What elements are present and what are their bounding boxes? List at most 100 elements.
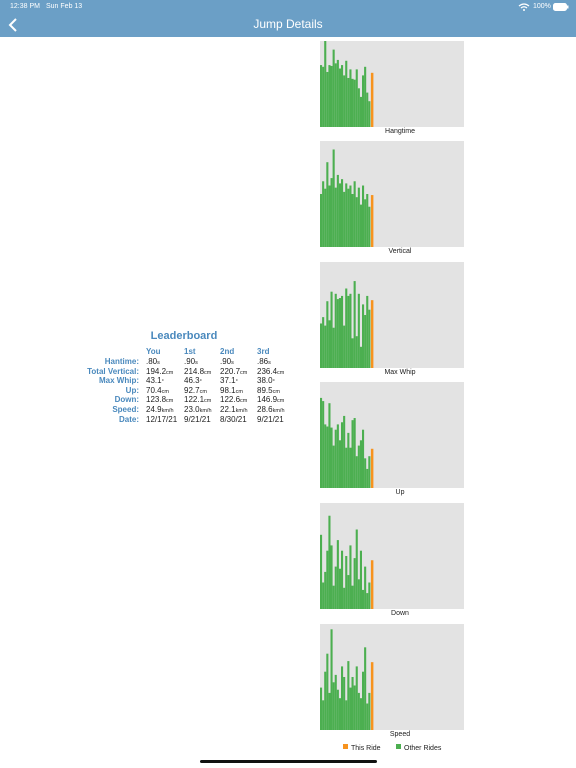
unit: cm bbox=[199, 388, 207, 395]
value: 12/17/21 bbox=[146, 414, 178, 424]
unit: cm bbox=[240, 398, 248, 405]
cell: 28.6km/h bbox=[257, 405, 285, 414]
this-ride-bar bbox=[370, 72, 374, 127]
cell: 122.6cm bbox=[220, 395, 247, 404]
value: 123.8 bbox=[146, 395, 167, 405]
bar bbox=[343, 75, 346, 127]
bar bbox=[347, 188, 350, 247]
bar bbox=[326, 550, 329, 609]
bar bbox=[330, 427, 333, 488]
bar bbox=[328, 320, 331, 368]
column-header: 3rd bbox=[257, 347, 270, 356]
bar bbox=[320, 65, 323, 127]
bar bbox=[336, 299, 339, 368]
unit: s bbox=[157, 360, 160, 366]
bar bbox=[368, 101, 371, 127]
bar bbox=[355, 336, 358, 368]
nav-title: Jump Details bbox=[253, 17, 323, 31]
value: 9/21/21 bbox=[184, 414, 211, 424]
unit: cm bbox=[204, 398, 212, 405]
bar bbox=[353, 558, 356, 609]
bar bbox=[320, 687, 323, 730]
back-button[interactable] bbox=[6, 17, 20, 33]
this-ride-bar bbox=[370, 448, 374, 488]
unit: cm bbox=[240, 369, 248, 376]
bar bbox=[324, 671, 327, 730]
chart-label: Down bbox=[391, 610, 409, 617]
bar bbox=[349, 293, 352, 368]
bar bbox=[338, 298, 341, 368]
bar bbox=[355, 197, 358, 247]
bar bbox=[332, 49, 335, 127]
bar bbox=[336, 174, 339, 247]
bar bbox=[366, 194, 369, 247]
bar bbox=[366, 703, 369, 730]
cell: 214.8cm bbox=[184, 367, 211, 376]
bar bbox=[343, 677, 346, 730]
unit: cm bbox=[166, 398, 174, 405]
leaderboard-title: Leaderboard bbox=[150, 330, 218, 342]
chart-label: Max Whip bbox=[384, 369, 415, 376]
legend-label: This Ride bbox=[351, 745, 381, 752]
unit: cm bbox=[166, 369, 174, 376]
bar bbox=[322, 317, 325, 368]
bar bbox=[336, 689, 339, 730]
value: 9/21/21 bbox=[257, 414, 284, 424]
bar bbox=[353, 685, 356, 730]
cell: 98.1cm bbox=[220, 386, 243, 395]
bar bbox=[357, 187, 360, 247]
bar bbox=[330, 178, 333, 247]
value: 24.9 bbox=[146, 405, 162, 414]
bar bbox=[355, 69, 358, 127]
bar bbox=[336, 424, 339, 488]
bar bbox=[351, 194, 354, 247]
bar bbox=[347, 432, 350, 488]
bar bbox=[341, 179, 344, 247]
cell: .90s bbox=[184, 357, 198, 366]
bar bbox=[334, 293, 337, 368]
bar bbox=[347, 661, 350, 730]
bar bbox=[366, 92, 369, 127]
value: 38.0 bbox=[257, 376, 273, 386]
battery-icon bbox=[553, 3, 569, 11]
value: 37.1 bbox=[220, 376, 236, 386]
bar bbox=[322, 700, 325, 730]
bar bbox=[368, 456, 371, 488]
cell: 146.9cm bbox=[257, 395, 284, 404]
status-date: Sun Feb 13 bbox=[46, 3, 83, 10]
home-indicator bbox=[200, 760, 377, 763]
row-label: Max Whip: bbox=[99, 376, 139, 386]
cell: 22.1km/h bbox=[220, 405, 248, 414]
bar bbox=[338, 698, 341, 730]
bar bbox=[357, 88, 360, 127]
bar bbox=[334, 674, 337, 730]
bar bbox=[324, 571, 327, 609]
cell: 236.4cm bbox=[257, 367, 284, 376]
bar bbox=[334, 566, 337, 609]
bar bbox=[336, 59, 339, 127]
cell: 92.7cm bbox=[184, 386, 207, 395]
bar bbox=[326, 301, 329, 368]
bar bbox=[362, 589, 365, 609]
bar bbox=[347, 77, 350, 127]
bar bbox=[368, 206, 371, 247]
value: .90 bbox=[184, 357, 196, 366]
bar bbox=[328, 65, 331, 127]
cell: 123.8cm bbox=[146, 395, 173, 404]
bar bbox=[368, 582, 371, 609]
value: 122.6 bbox=[220, 395, 241, 405]
bar bbox=[326, 162, 329, 247]
bar bbox=[351, 78, 354, 127]
bar bbox=[355, 456, 358, 488]
bar bbox=[359, 698, 362, 730]
value: 92.7 bbox=[184, 385, 200, 395]
bar bbox=[334, 63, 337, 127]
bar bbox=[351, 585, 354, 609]
bar bbox=[336, 540, 339, 609]
legend-swatch bbox=[396, 744, 401, 749]
value: 43.1 bbox=[146, 376, 162, 386]
bar bbox=[343, 415, 346, 488]
status-time: 12:38 PM bbox=[10, 3, 40, 10]
bar bbox=[324, 424, 327, 488]
unit: ° bbox=[199, 379, 202, 386]
